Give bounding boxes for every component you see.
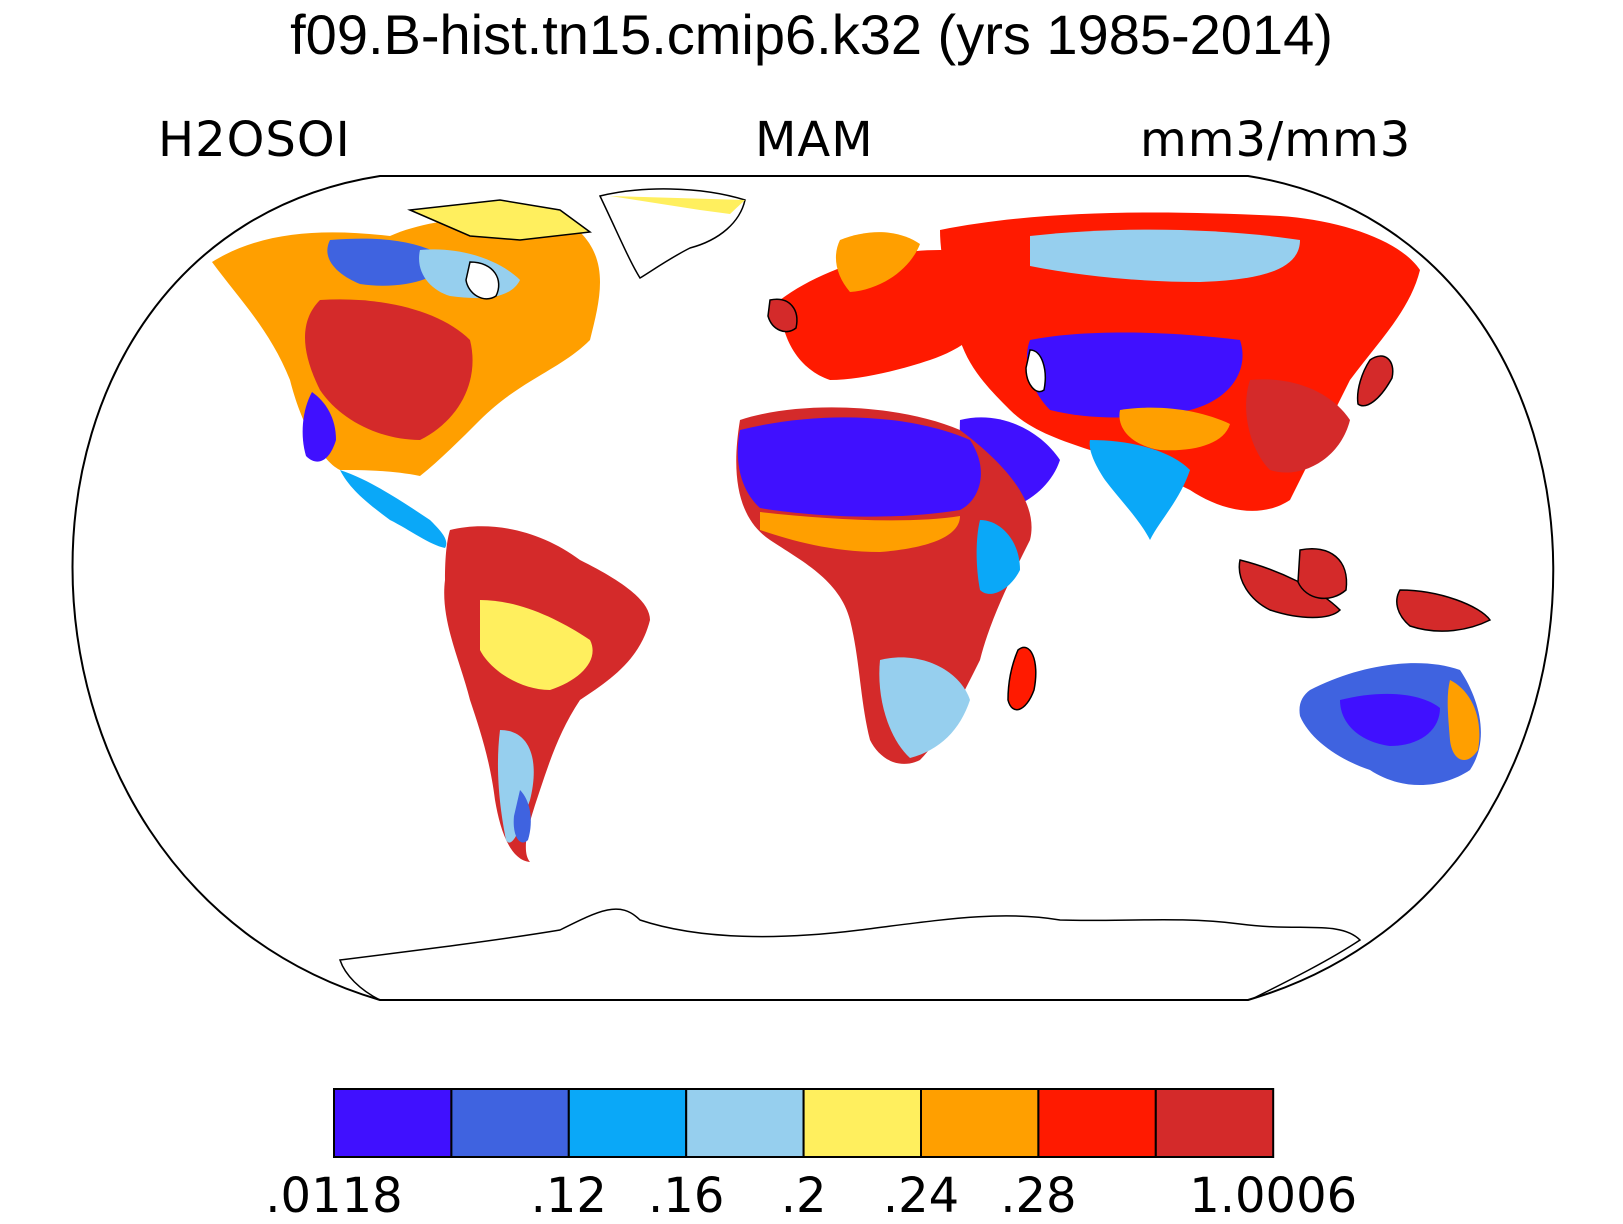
colorbar-swatch-1 [450,1088,570,1158]
colorbar-swatch-2 [567,1088,688,1158]
greenland-region [598,188,746,280]
colorbar-swatch-7 [1154,1088,1275,1158]
caspian-sea [1025,349,1046,393]
japan-islands [1356,355,1394,407]
colorbar-label-1: .12 [530,1168,607,1224]
colorbar-label-4: .24 [882,1168,960,1224]
tibet-region [1119,407,1230,451]
units-label: mm3/mm3 [1140,112,1412,168]
antarctica-coast [338,908,1362,1000]
south-america-patagonia [513,790,531,843]
sahara-dry [737,417,981,517]
sahel-band [760,512,960,552]
colorbar-swatch-4 [802,1088,922,1158]
australia-east-coast [1447,680,1480,761]
land-field [212,188,1542,1000]
variable-name: H2OSOI [158,112,351,168]
map-boundary [71,175,1555,1001]
canada-arctic-islands [407,199,592,241]
east-asia-wet [1246,379,1350,473]
colorbar-swatch-6 [1037,1088,1157,1158]
north-america-dry [302,392,336,462]
madagascar [1007,646,1037,711]
colorbar-label-5: .28 [1000,1168,1077,1224]
colorbar-swatch-0 [333,1088,453,1158]
central-asia-dry [1026,332,1243,418]
hudson-bay [465,261,500,300]
east-africa-dry [976,520,1020,594]
season-label: MAM [755,112,874,168]
indonesia-region [1238,559,1342,619]
australia-interior [1340,693,1440,746]
colorbar-label-6: 1.0006 [1189,1168,1358,1224]
figure-title: f09.B-hist.tn15.cmip6.k32 (yrs 1985-2014… [290,3,1333,66]
southern-africa [879,657,970,758]
borneo-region [1297,548,1348,600]
north-america-north [327,238,450,286]
scandinavia-region [835,232,920,292]
north-america-core [305,299,473,440]
south-america-region [444,526,650,862]
colorbar-swatch-3 [685,1088,805,1158]
central-america-region [340,470,447,548]
colorbar-label-3: .2 [780,1168,827,1224]
new-guinea-region [1396,589,1492,632]
british-isles [767,298,798,333]
new-zealand [1489,778,1542,828]
india-region [1089,440,1190,540]
siberia-band [1030,229,1300,282]
colorbar-label-2: .16 [648,1168,725,1224]
colorbar-swatch-5 [920,1088,1040,1158]
south-america-center [480,600,593,690]
greenland-coast [610,196,745,214]
colorbar [333,1088,1275,1158]
colorbar-label-0: .0118 [265,1168,403,1224]
europe-region [780,250,1000,380]
